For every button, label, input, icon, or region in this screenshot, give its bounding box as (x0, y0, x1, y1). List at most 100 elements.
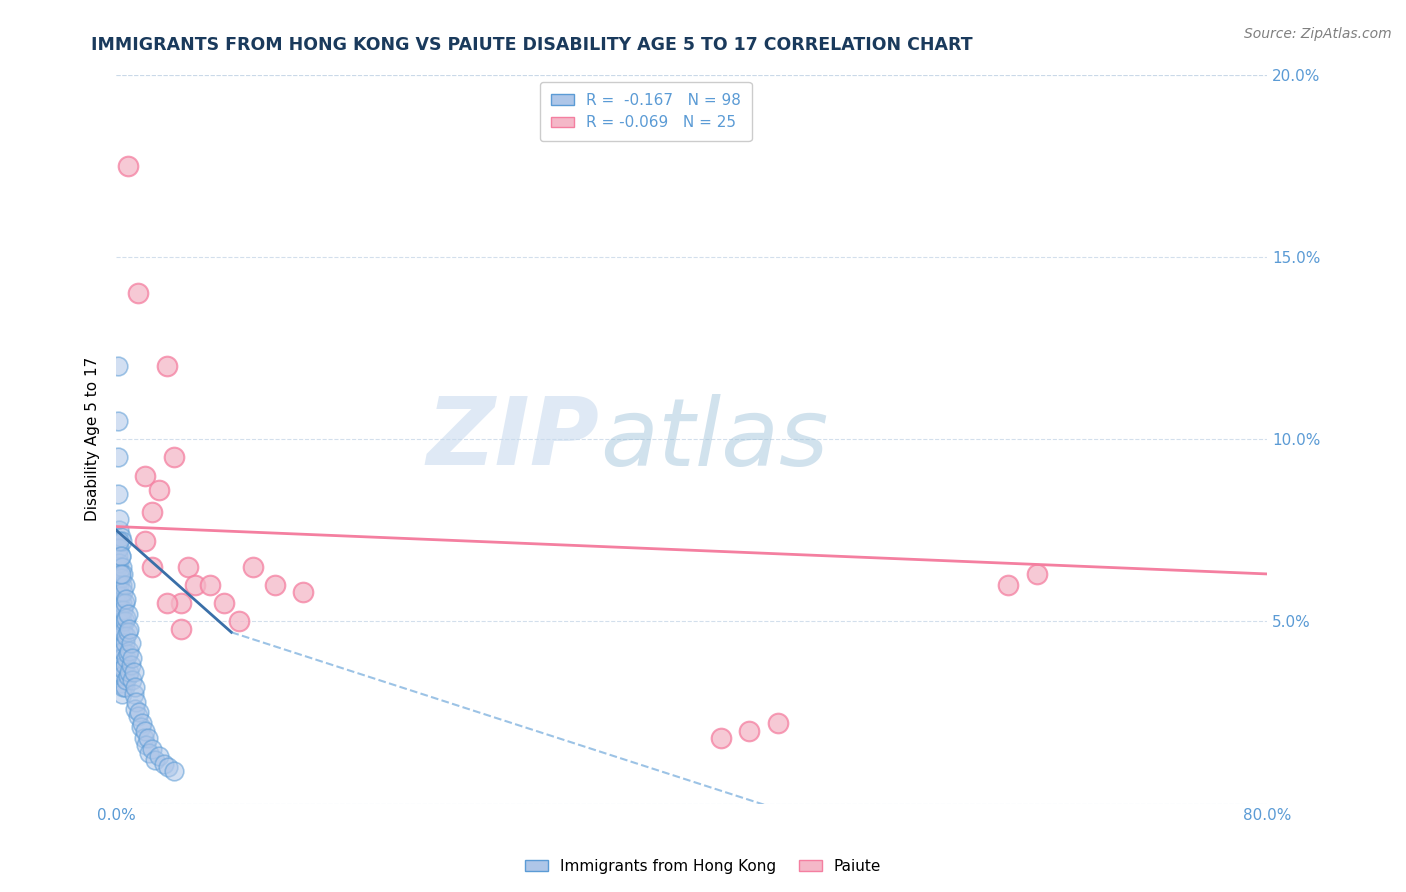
Point (710, 731, 733, 745)
Point (108, 541, 131, 556)
Point (107, 414, 129, 428)
Point (120, 636, 142, 650)
Point (107, 596, 129, 610)
Point (107, 632, 129, 647)
Point (111, 636, 134, 650)
Point (228, 615, 250, 629)
Point (114, 615, 136, 629)
Point (111, 578, 134, 592)
Point (108, 523, 131, 537)
Point (163, 450, 186, 465)
Point (157, 760, 180, 774)
Point (124, 680, 146, 694)
Point (184, 578, 207, 592)
Point (111, 534, 134, 549)
Point (112, 662, 135, 676)
Point (110, 566, 132, 581)
Legend: R =  -0.167   N = 98, R = -0.069   N = 25: R = -0.167 N = 98, R = -0.069 N = 25 (540, 82, 752, 141)
Point (141, 505, 163, 519)
Point (242, 559, 264, 574)
Point (156, 596, 179, 610)
Point (120, 658, 142, 673)
Point (124, 702, 146, 716)
Point (117, 159, 139, 173)
Point (112, 643, 135, 657)
Point (107, 615, 129, 629)
Point (110, 658, 132, 673)
Point (111, 615, 134, 629)
Point (156, 359, 179, 373)
Point (107, 574, 129, 589)
Point (125, 694, 148, 708)
Point (177, 559, 200, 574)
Point (107, 585, 129, 599)
Y-axis label: Disability Age 5 to 17: Disability Age 5 to 17 (86, 357, 100, 521)
Point (141, 742, 163, 756)
Point (114, 658, 136, 673)
Point (1026, 566, 1049, 581)
Point (115, 650, 138, 665)
Point (107, 658, 129, 673)
Point (115, 629, 138, 643)
Point (117, 625, 139, 640)
Point (131, 716, 153, 731)
Point (110, 549, 132, 563)
Point (127, 286, 149, 301)
Point (118, 643, 141, 657)
Point (136, 731, 159, 745)
Point (107, 487, 129, 501)
Point (111, 669, 134, 683)
Point (152, 756, 174, 771)
Text: atlas: atlas (600, 393, 828, 484)
Point (114, 680, 136, 694)
Legend: Immigrants from Hong Kong, Paiute: Immigrants from Hong Kong, Paiute (519, 853, 887, 880)
Point (141, 559, 163, 574)
Point (170, 622, 193, 636)
Point (107, 622, 129, 636)
Point (118, 665, 141, 680)
Point (110, 640, 132, 654)
Point (111, 596, 134, 610)
Point (148, 483, 170, 497)
Point (110, 629, 132, 643)
Point (110, 607, 132, 621)
Point (134, 723, 156, 738)
Point (108, 512, 131, 526)
Point (117, 607, 139, 621)
Point (997, 578, 1019, 592)
Text: ZIP: ZIP (427, 393, 600, 485)
Point (107, 559, 129, 574)
Point (127, 709, 149, 723)
Point (108, 589, 131, 603)
Point (115, 673, 138, 687)
Point (122, 665, 145, 680)
Point (112, 625, 135, 640)
Point (114, 578, 136, 592)
Point (112, 585, 135, 599)
Point (135, 739, 157, 753)
Point (110, 549, 132, 563)
Point (115, 592, 138, 607)
Point (111, 687, 134, 701)
Point (107, 359, 129, 373)
Point (107, 549, 129, 563)
Point (107, 450, 129, 465)
Point (115, 610, 138, 624)
Point (292, 585, 315, 599)
Point (110, 589, 132, 603)
Point (110, 531, 132, 545)
Point (129, 720, 152, 734)
Point (121, 650, 143, 665)
Point (143, 753, 166, 767)
Point (118, 622, 141, 636)
Point (108, 556, 131, 570)
Point (263, 578, 285, 592)
Point (108, 665, 131, 680)
Point (108, 534, 131, 549)
Point (738, 723, 761, 738)
Point (114, 596, 136, 610)
Point (117, 647, 139, 661)
Point (117, 669, 139, 683)
Point (107, 541, 129, 556)
Point (170, 596, 193, 610)
